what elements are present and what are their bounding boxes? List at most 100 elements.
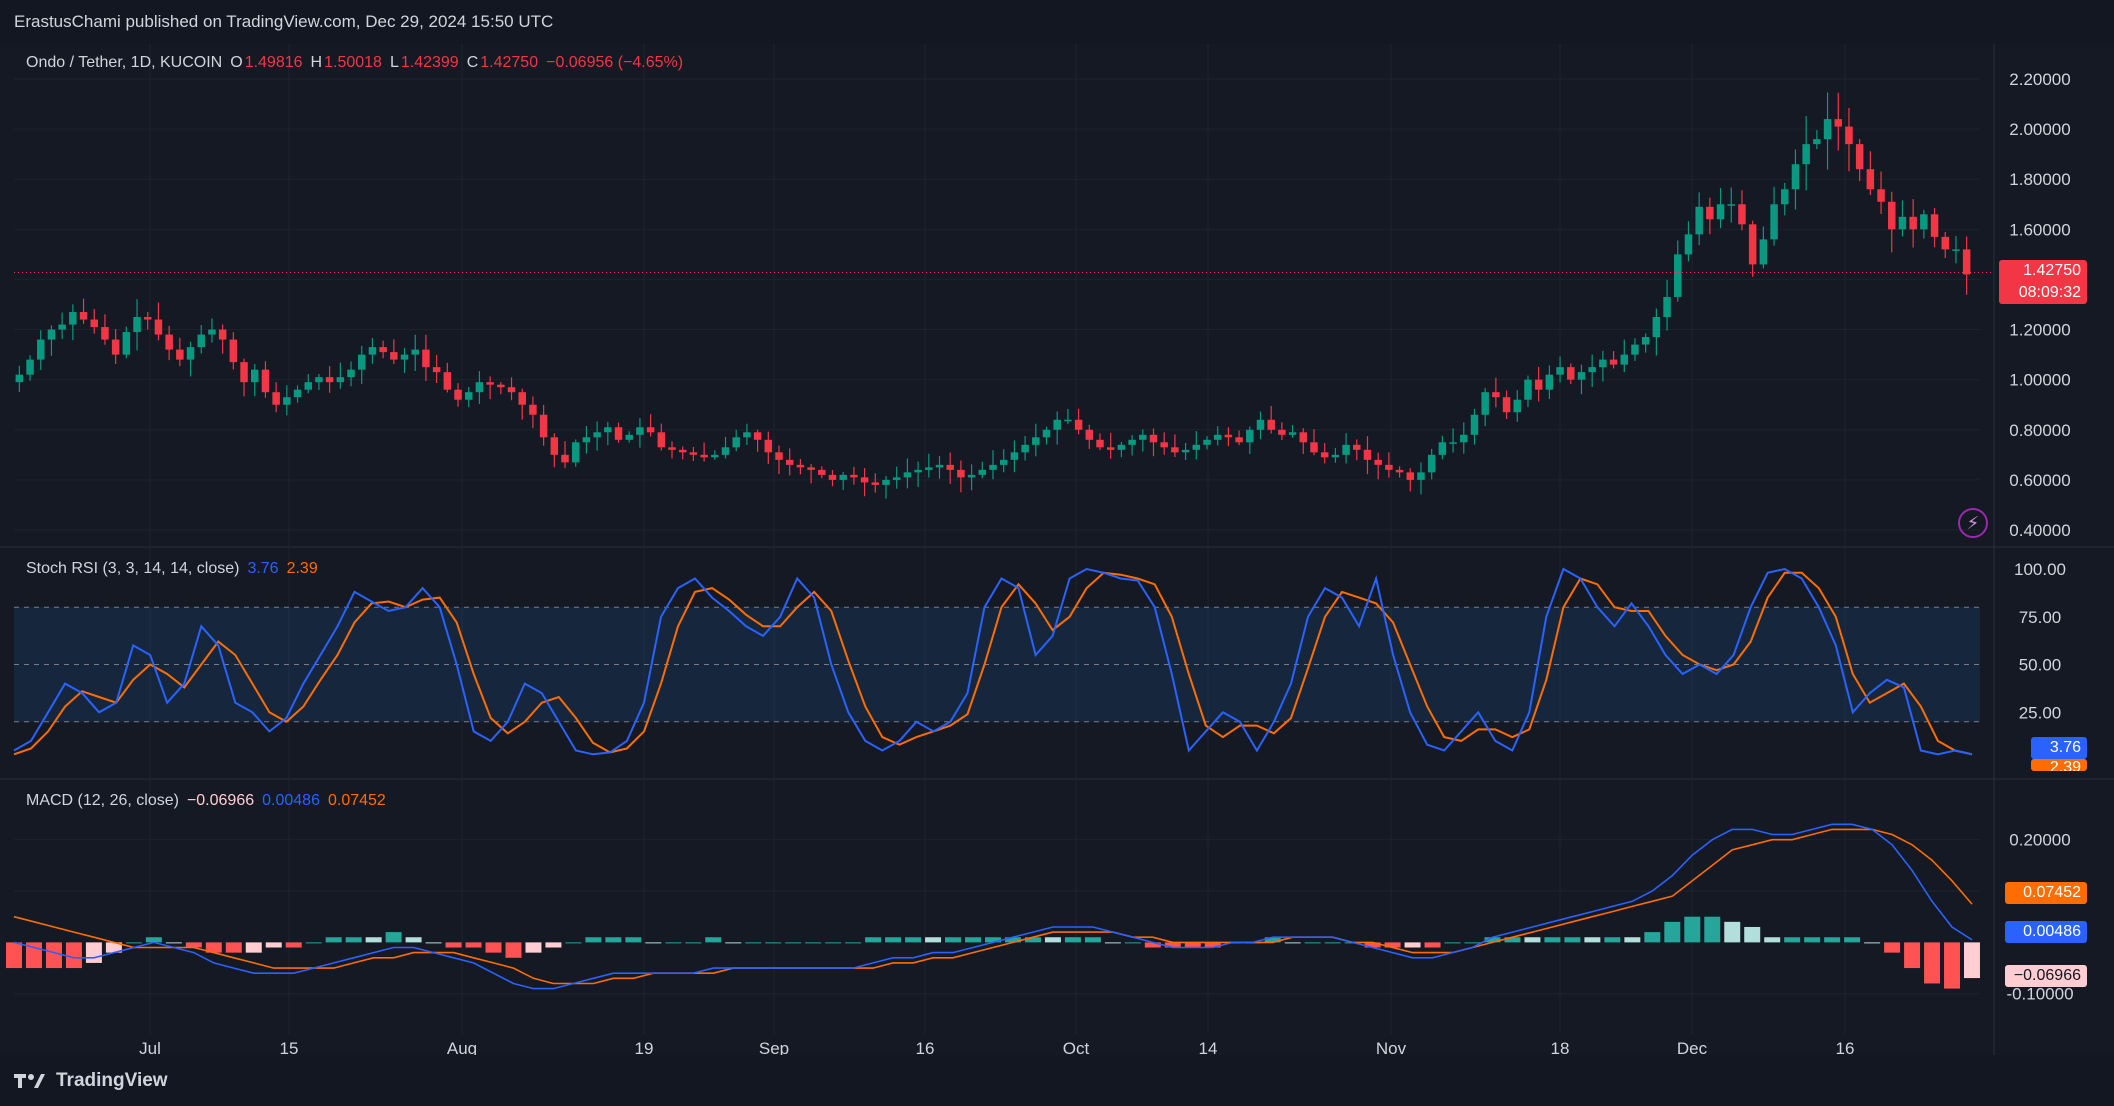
candle-body	[1427, 454, 1436, 473]
candle-body	[1438, 442, 1447, 455]
macd-histogram-bar	[785, 942, 802, 944]
macd-histogram-bar	[1784, 937, 1801, 943]
candle-body	[1781, 189, 1789, 205]
candle-body	[1460, 434, 1468, 443]
candle-body	[1952, 249, 1960, 251]
candle-body	[1288, 432, 1297, 435]
candle-body	[1256, 419, 1265, 430]
macd-histogram-bar	[1704, 916, 1721, 943]
stoch-legend: Stoch RSI (3, 3, 14, 14, close) 3.76 2.3…	[26, 560, 318, 578]
macd-histogram-bar	[765, 942, 782, 944]
candle-body	[283, 397, 291, 405]
candle-body	[657, 432, 666, 448]
candle-body	[850, 474, 858, 478]
candle-body	[925, 467, 933, 470]
candle-body	[1353, 444, 1361, 450]
candle-body	[1032, 437, 1040, 445]
candle-body	[1385, 464, 1393, 470]
macd-histogram-bar	[1724, 921, 1741, 943]
candle-body	[1492, 392, 1500, 398]
macd-histogram-bar	[385, 932, 402, 943]
candle-body	[133, 317, 141, 333]
macd-line-tag: 0.00486	[2005, 921, 2087, 943]
candle-body	[1567, 367, 1575, 380]
candle-body	[1064, 419, 1072, 422]
macd-histogram-bar	[1284, 942, 1301, 944]
macd-histogram-bar	[1824, 937, 1841, 943]
candle-body	[69, 312, 77, 325]
candle-body	[240, 362, 248, 383]
candle-body	[646, 427, 655, 433]
candle-body	[1235, 437, 1243, 443]
candle-body	[1374, 459, 1382, 465]
macd-histogram-bar	[345, 937, 362, 943]
candle-body	[1128, 439, 1136, 445]
candle-body	[1053, 419, 1061, 430]
macd-histogram-bar	[905, 937, 922, 943]
macd-histogram-bar	[325, 937, 342, 943]
macd-histogram-bar	[1484, 937, 1501, 943]
candle-body	[582, 437, 591, 443]
candle-body	[1631, 344, 1639, 355]
candle-body	[903, 472, 912, 478]
candle-body	[1160, 442, 1168, 448]
candle-body	[176, 349, 184, 360]
macd-histogram-bar	[225, 942, 242, 953]
x-tick-label: Jul	[139, 1039, 161, 1055]
price-tick-label: 1.00000	[2009, 371, 2070, 390]
candle-body	[347, 369, 355, 378]
macd-histogram-bar	[745, 942, 762, 944]
macd-histogram-bar	[1064, 937, 1081, 943]
candle-body	[58, 324, 66, 330]
macd-histogram-bar	[1624, 937, 1641, 943]
legend-close-label: C	[466, 54, 479, 71]
candle-body	[1096, 439, 1104, 448]
macd-histogram-bar	[1164, 942, 1181, 948]
lightning-icon[interactable]: ⚡	[1958, 508, 1988, 538]
candle-body	[304, 382, 312, 390]
macd-histogram-bar	[1764, 937, 1781, 943]
candle-body	[325, 377, 334, 383]
chart-area[interactable]: Jul 15 Aug 19 Sep 16 Oct 14 Nov 18 Dec 16 2.20000 2.0…	[0, 44, 2114, 1055]
macd-histogram-bar	[525, 942, 542, 953]
candle-body	[518, 392, 526, 405]
candle-body	[957, 469, 965, 478]
candle-body	[1845, 126, 1853, 145]
last-price-tag: 1.42750	[1999, 260, 2087, 282]
candle-body	[229, 339, 238, 363]
candle-body	[892, 477, 901, 480]
macd-histogram-bar	[405, 937, 422, 943]
macd-histogram-bar	[1644, 932, 1661, 943]
candle-body	[1834, 119, 1843, 127]
candle-body	[1417, 472, 1425, 480]
macd-histogram-bar	[965, 937, 982, 943]
candle-body	[1085, 429, 1094, 440]
macd-histogram-bar	[1664, 921, 1681, 943]
macd-histogram-bar	[1044, 937, 1061, 943]
legend-high-value: 1.50018	[324, 54, 382, 71]
candle-body	[1181, 449, 1190, 453]
macd-signal-tag: 0.07452	[2005, 882, 2087, 904]
candle-body	[1888, 201, 1896, 230]
macd-histogram-bar	[365, 937, 382, 943]
legend-change: −0.06956 (−4.65%)	[546, 54, 684, 71]
candle-body	[1641, 337, 1650, 345]
candle-body	[1813, 139, 1821, 145]
candle-body	[978, 469, 987, 475]
candle-body	[454, 389, 462, 400]
candle-body	[678, 449, 687, 453]
candle-body	[1203, 439, 1211, 445]
macd-histogram-bar	[1604, 937, 1621, 943]
candle-body	[497, 384, 505, 388]
macd-histogram-bar	[1564, 937, 1581, 943]
macd-histogram-bar	[1444, 942, 1461, 944]
candle-body	[1278, 429, 1286, 435]
candle-body	[764, 439, 773, 453]
chart-canvas[interactable]: Jul 15 Aug 19 Sep 16 Oct 14 Nov 18 Dec 16 2.20000 2.0…	[0, 44, 2114, 1055]
macd-histogram-bar	[205, 942, 222, 953]
macd-histogram-bar	[1684, 916, 1701, 943]
candle-body	[411, 349, 419, 355]
candle-body	[1149, 434, 1158, 443]
macd-histogram-bar	[165, 942, 182, 944]
brand-name[interactable]: TradingView	[56, 1069, 168, 1091]
